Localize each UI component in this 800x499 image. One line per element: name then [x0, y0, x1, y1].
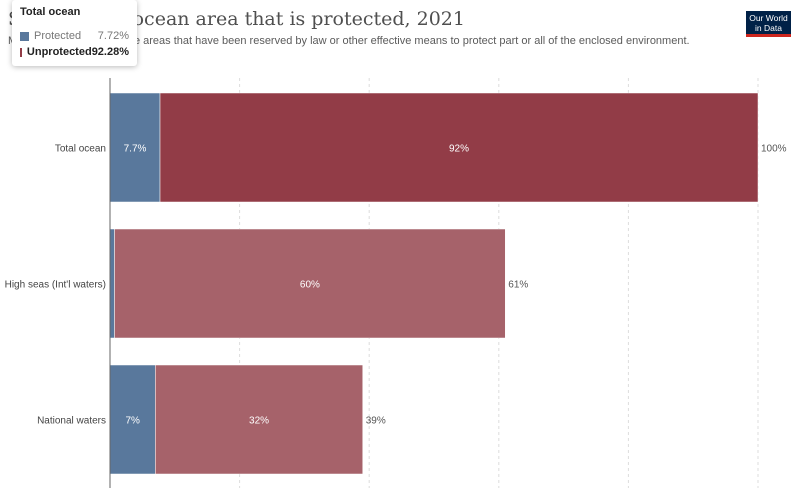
chart-subtitle: Marine protected areas are areas that ha… [8, 35, 690, 47]
hover-tooltip: Total ocean Protected 7.72% Unprotected … [12, 0, 137, 66]
tooltip-title: Total ocean [20, 6, 81, 18]
total-label: 39% [366, 416, 386, 427]
bar-label: 32% [249, 416, 269, 427]
logo-line-2: in Data [755, 23, 782, 33]
bar-unprotected [155, 364, 363, 475]
tooltip-value-unprotected: 92.28% [91, 46, 129, 58]
bar-protected [109, 228, 115, 339]
bar-protected [109, 364, 156, 475]
bar-label: 7.7% [124, 144, 147, 155]
category-label: Total ocean [55, 144, 106, 155]
total-label: 100% [761, 144, 787, 155]
bar-unprotected [159, 92, 759, 203]
unprotected-swatch [20, 47, 22, 57]
logo-line-1: Our World [749, 13, 788, 23]
category-label: High seas (Int'l waters) [5, 280, 106, 291]
tooltip-label-unprotected: Unprotected [26, 46, 92, 58]
bar-label: 7% [125, 416, 140, 427]
tooltip-row-unprotected: Unprotected 92.28% [20, 44, 129, 60]
protected-swatch [20, 31, 29, 41]
bar-unprotected [114, 228, 506, 339]
tooltip-label-protected: Protected [34, 30, 82, 42]
category-label: National waters [37, 416, 106, 427]
owid-logo[interactable]: Our World in Data [746, 11, 791, 37]
bar-label: 60% [300, 280, 320, 291]
tooltip-value-protected: 7.72% [97, 30, 129, 42]
tooltip-row-protected: Protected 7.72% [20, 28, 129, 44]
total-label: 61% [508, 280, 528, 291]
bar-label: 92% [449, 144, 469, 155]
